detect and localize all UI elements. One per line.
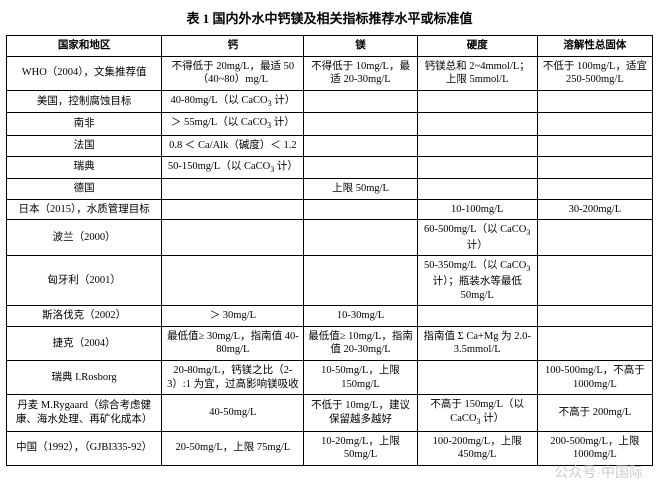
table-row: 瑞典 I.Rosborg 20-80mg/L，钙镁之比（2-3）:1 为宜，过高… xyxy=(7,361,653,395)
cell-mg: 最低值≥ 10mg/L，指南值 20-30mg/L xyxy=(304,326,417,360)
table-row: 美国，控制腐蚀目标 40-80mg/L（以 CaCO3 计） xyxy=(7,90,653,112)
cell-ca: 20-80mg/L，钙镁之比（2-3）:1 为宜，过高影响镁吸收 xyxy=(162,361,304,395)
cell-hard xyxy=(417,90,537,112)
cell-region: 捷克（2004） xyxy=(7,326,162,360)
cell-ca xyxy=(162,199,304,220)
cell-hard: 不高于 150mg/L（以 CaCO3 计） xyxy=(417,395,537,431)
cell-region: 德国 xyxy=(7,179,162,200)
cell-region: 南非 xyxy=(7,113,162,135)
cell-mg xyxy=(304,135,417,156)
cell-mg: 10-50mg/L，上限 150mg/L xyxy=(304,361,417,395)
cell-tds xyxy=(537,306,652,327)
cell-hard xyxy=(417,361,537,395)
table-row: 中国（1992），（GJBI335-92） 20-50mg/L，上限 75mg/… xyxy=(7,431,653,465)
cell-tds: 100-500mg/L，不高于 1000mg/L xyxy=(537,361,652,395)
cell-tds: 不高于 200mg/L xyxy=(537,395,652,431)
cell-mg: 10-20mg/L，上限 50mg/L xyxy=(304,431,417,465)
standards-table: 国家和地区 钙 镁 硬度 溶解性总固体 WHO（2004），文集推荐值 不得低于… xyxy=(6,35,653,466)
cell-region: 匈牙利（2001） xyxy=(7,256,162,306)
table-row: 捷克（2004） 最低值≥ 30mg/L，指南值 40-80mg/L 最低值≥ … xyxy=(7,326,653,360)
table-header-row: 国家和地区 钙 镁 硬度 溶解性总固体 xyxy=(7,36,653,57)
cell-tds xyxy=(537,179,652,200)
cell-region: 瑞典 I.Rosborg xyxy=(7,361,162,395)
col-tds: 溶解性总固体 xyxy=(537,36,652,57)
cell-hard xyxy=(417,179,537,200)
cell-hard xyxy=(417,156,537,178)
cell-tds xyxy=(537,156,652,178)
cell-mg xyxy=(304,220,417,256)
col-hardness: 硬度 xyxy=(417,36,537,57)
cell-tds xyxy=(537,135,652,156)
cell-tds: 200-500mg/L，上限 1000mg/L xyxy=(537,431,652,465)
cell-mg: 10-30mg/L xyxy=(304,306,417,327)
cell-ca: 0.8 ＜ Ca/Alk（碱度）＜ 1.2 xyxy=(162,135,304,156)
cell-ca: 20-50mg/L，上限 75mg/L xyxy=(162,431,304,465)
cell-hard: 10-100mg/L xyxy=(417,199,537,220)
cell-ca: 40-80mg/L（以 CaCO3 计） xyxy=(162,90,304,112)
cell-mg xyxy=(304,256,417,306)
table-row: 瑞典 50-150mg/L（以 CaCO3 计） xyxy=(7,156,653,178)
cell-tds: 不低于 100mg/L，适宜 250-500mg/L xyxy=(537,56,652,90)
cell-ca xyxy=(162,256,304,306)
cell-region: WHO（2004），文集推荐值 xyxy=(7,56,162,90)
cell-hard: 钙镁总和 2~4mmol/L；上限 5mmol/L xyxy=(417,56,537,90)
cell-mg: 上限 50mg/L xyxy=(304,179,417,200)
cell-mg: 不低于 10mg/L，建议保留越多越好 xyxy=(304,395,417,431)
cell-ca xyxy=(162,179,304,200)
cell-hard xyxy=(417,113,537,135)
cell-tds xyxy=(537,326,652,360)
col-region: 国家和地区 xyxy=(7,36,162,57)
table-body: WHO（2004），文集推荐值 不得低于 20mg/L，最适 50（40~80）… xyxy=(7,56,653,465)
col-calcium: 钙 xyxy=(162,36,304,57)
table-row: 法国 0.8 ＜ Ca/Alk（碱度）＜ 1.2 xyxy=(7,135,653,156)
cell-region: 波兰（2000） xyxy=(7,220,162,256)
cell-mg: 不得低于 10mg/L，最适 20-30mg/L xyxy=(304,56,417,90)
table-row: 日本（2015），水质管理目标 10-100mg/L 30-200mg/L xyxy=(7,199,653,220)
cell-hard xyxy=(417,135,537,156)
cell-ca xyxy=(162,220,304,256)
col-magnesium: 镁 xyxy=(304,36,417,57)
table-row: 波兰（2000） 60-500mg/L（以 CaCO3 计） xyxy=(7,220,653,256)
cell-tds: 30-200mg/L xyxy=(537,199,652,220)
cell-mg xyxy=(304,199,417,220)
cell-region: 丹麦 M.Rygaard（综合考虑健康、海水处理、再矿化成本） xyxy=(7,395,162,431)
cell-mg xyxy=(304,90,417,112)
cell-hard: 指南值 Σ Ca+Mg 为 2.0-3.5mmol/L xyxy=(417,326,537,360)
table-row: 德国 上限 50mg/L xyxy=(7,179,653,200)
cell-ca: 40-50mg/L xyxy=(162,395,304,431)
cell-hard: 50-350mg/L（以 CaCO3 计）；瓶装水等最低 50mg/L xyxy=(417,256,537,306)
cell-hard xyxy=(417,306,537,327)
cell-ca: ＞ 55mg/L（以 CaCO3 计） xyxy=(162,113,304,135)
table-row: WHO（2004），文集推荐值 不得低于 20mg/L，最适 50（40~80）… xyxy=(7,56,653,90)
cell-region: 法国 xyxy=(7,135,162,156)
cell-region: 斯洛伐克（2002） xyxy=(7,306,162,327)
cell-region: 美国，控制腐蚀目标 xyxy=(7,90,162,112)
cell-mg xyxy=(304,113,417,135)
cell-tds xyxy=(537,113,652,135)
cell-hard: 100-200mg/L，上限 450mg/L xyxy=(417,431,537,465)
cell-ca: 最低值≥ 30mg/L，指南值 40-80mg/L xyxy=(162,326,304,360)
cell-region: 中国（1992），（GJBI335-92） xyxy=(7,431,162,465)
table-row: 匈牙利（2001） 50-350mg/L（以 CaCO3 计）；瓶装水等最低 5… xyxy=(7,256,653,306)
cell-hard: 60-500mg/L（以 CaCO3 计） xyxy=(417,220,537,256)
cell-ca: 50-150mg/L（以 CaCO3 计） xyxy=(162,156,304,178)
cell-mg xyxy=(304,156,417,178)
table-row: 南非 ＞ 55mg/L（以 CaCO3 计） xyxy=(7,113,653,135)
cell-tds xyxy=(537,256,652,306)
cell-tds xyxy=(537,90,652,112)
cell-region: 日本（2015），水质管理目标 xyxy=(7,199,162,220)
cell-ca: ＞ 30mg/L xyxy=(162,306,304,327)
table-row: 斯洛伐克（2002） ＞ 30mg/L 10-30mg/L xyxy=(7,306,653,327)
table-title: 表 1 国内外水中钙镁及相关指标推荐水平或标准值 xyxy=(6,8,653,27)
cell-ca: 不得低于 20mg/L，最适 50（40~80）mg/L xyxy=(162,56,304,90)
table-row: 丹麦 M.Rygaard（综合考虑健康、海水处理、再矿化成本） 40-50mg/… xyxy=(7,395,653,431)
cell-region: 瑞典 xyxy=(7,156,162,178)
cell-tds xyxy=(537,220,652,256)
